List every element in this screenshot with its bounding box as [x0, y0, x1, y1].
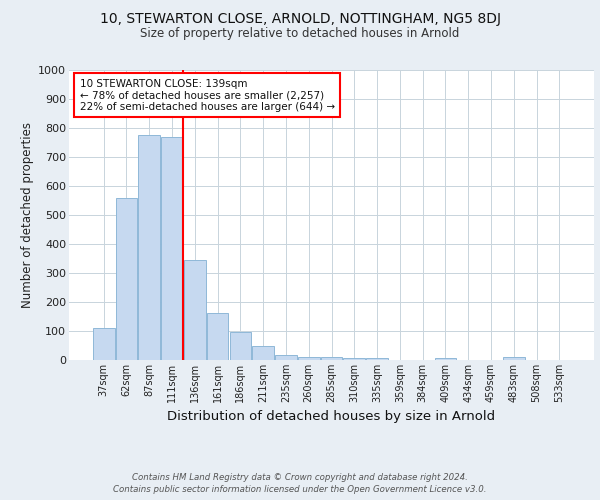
- Bar: [275, 355, 297, 360]
- Text: 10 STEWARTON CLOSE: 139sqm
← 78% of detached houses are smaller (2,257)
22% of s: 10 STEWARTON CLOSE: 139sqm ← 78% of deta…: [79, 78, 335, 112]
- Bar: [230, 332, 251, 360]
- Y-axis label: Number of detached properties: Number of detached properties: [21, 122, 34, 308]
- Bar: [434, 358, 456, 360]
- Text: Size of property relative to detached houses in Arnold: Size of property relative to detached ho…: [140, 28, 460, 40]
- Bar: [139, 135, 160, 360]
- Bar: [343, 358, 365, 360]
- Text: 10, STEWARTON CLOSE, ARNOLD, NOTTINGHAM, NG5 8DJ: 10, STEWARTON CLOSE, ARNOLD, NOTTINGHAM,…: [100, 12, 500, 26]
- Bar: [93, 328, 115, 360]
- Bar: [366, 358, 388, 360]
- Bar: [116, 198, 137, 360]
- Bar: [253, 346, 274, 360]
- X-axis label: Distribution of detached houses by size in Arnold: Distribution of detached houses by size …: [167, 410, 496, 424]
- Bar: [184, 260, 206, 360]
- Bar: [503, 358, 524, 360]
- Bar: [161, 136, 183, 360]
- Bar: [320, 357, 343, 360]
- Text: Contains public sector information licensed under the Open Government Licence v3: Contains public sector information licen…: [113, 485, 487, 494]
- Text: Contains HM Land Registry data © Crown copyright and database right 2024.: Contains HM Land Registry data © Crown c…: [132, 472, 468, 482]
- Bar: [298, 356, 320, 360]
- Bar: [207, 312, 229, 360]
